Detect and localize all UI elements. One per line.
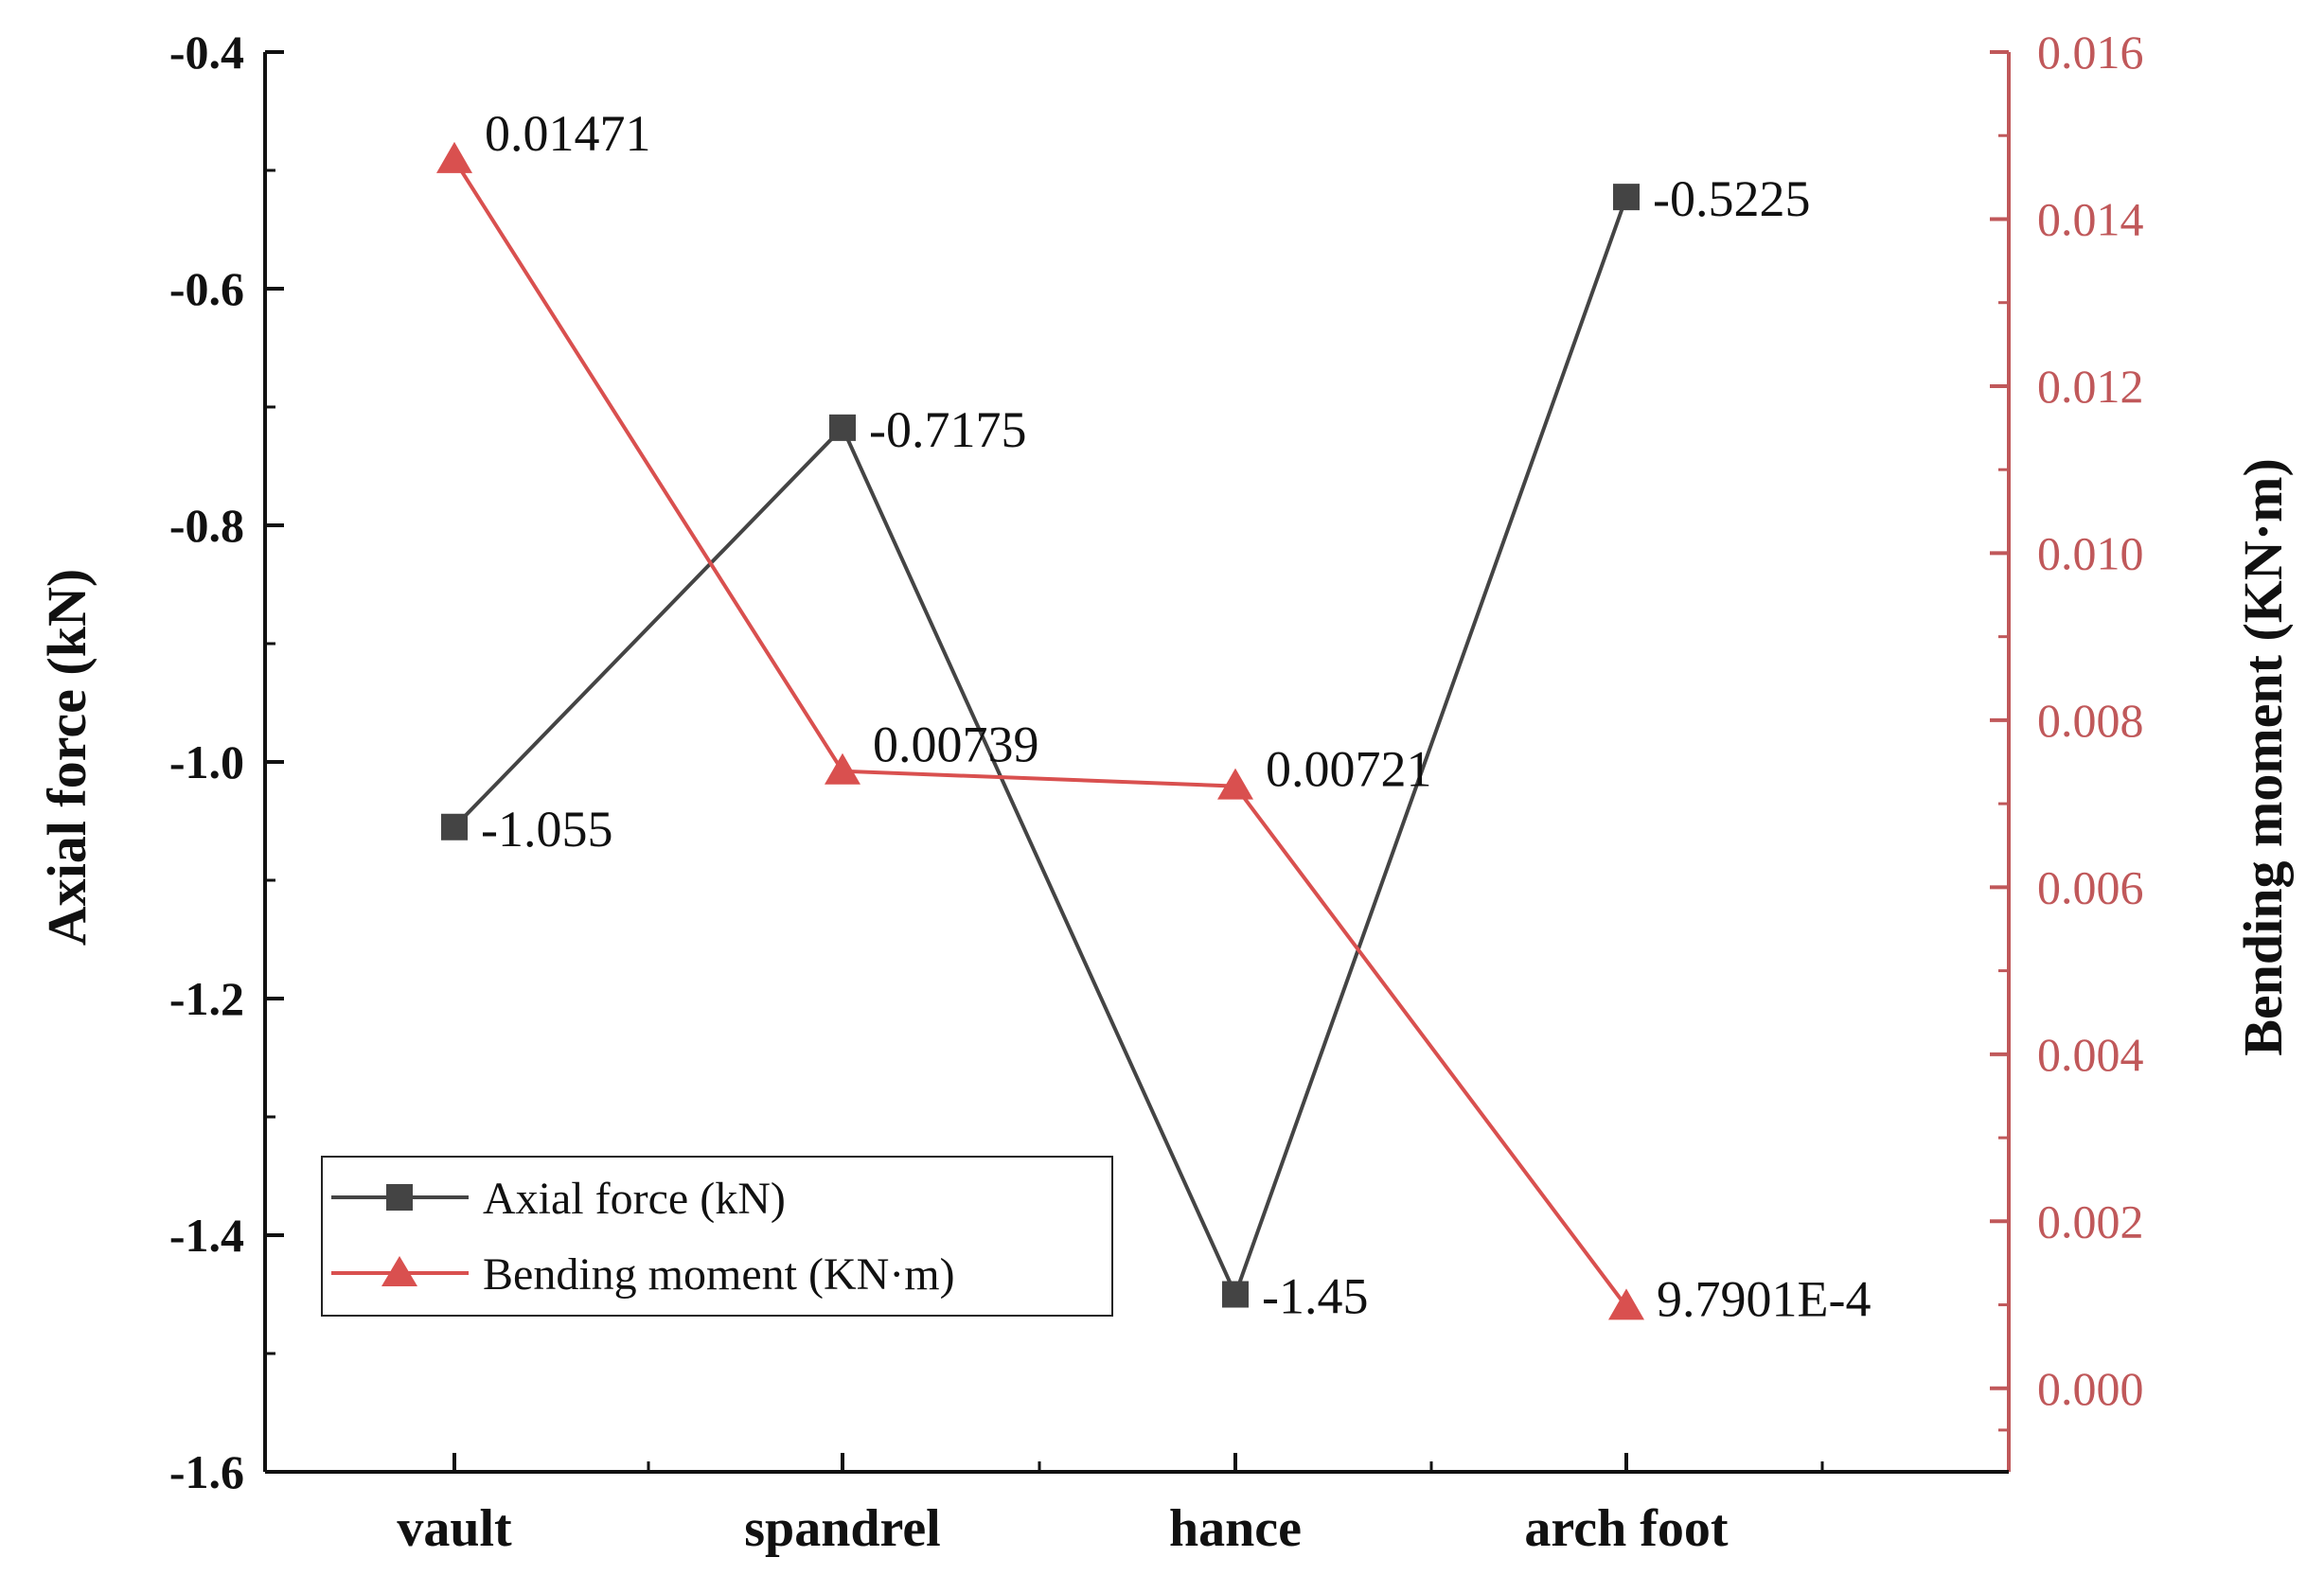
left-axis-title: Axial force (kN) [36, 569, 98, 946]
legend-bending-label: Bending moment (KN·m) [483, 1249, 955, 1300]
legend-box [321, 1156, 1113, 1317]
left-tick-label: -1.4 [169, 1209, 244, 1262]
right-tick-label: 0.000 [2037, 1362, 2144, 1415]
right-tick-label: 0.004 [2037, 1028, 2144, 1081]
data-point-triangle [825, 752, 860, 785]
data-point-triangle [1608, 1288, 1644, 1320]
data-label: 0.00739 [873, 717, 1039, 773]
legend: Axial force (kN) Bending moment (KN·m) [321, 1156, 1113, 1317]
x-axis: vault spandrel hance arch foot [265, 1453, 2009, 1558]
left-tick-label: -0.6 [169, 262, 244, 315]
left-tick-label: -1.6 [169, 1445, 244, 1498]
left-y-axis: -0.4 -0.6 -0.8 -1.0 -1.2 -1.4 -1.6 [169, 26, 284, 1498]
series-line [452, 196, 1628, 1300]
left-tick-label: -0.4 [169, 26, 244, 79]
right-tick-label: 0.014 [2037, 192, 2144, 245]
data-point-square [441, 813, 468, 841]
x-tick-label: hance [1169, 1499, 1302, 1558]
data-point-square [829, 414, 856, 441]
legend-axial-marker [386, 1184, 413, 1211]
right-tick-label: 0.008 [2037, 694, 2144, 747]
x-tick-label: vault [397, 1499, 512, 1558]
right-tick-label: 0.002 [2037, 1195, 2144, 1248]
data-label: -1.45 [1262, 1268, 1368, 1325]
data-label: 0.00721 [1266, 741, 1432, 798]
right-tick-label: 0.010 [2037, 526, 2144, 579]
right-tick-label: 0.016 [2037, 26, 2144, 79]
right-axis-title: Bending moment (KN·m) [2232, 458, 2294, 1056]
data-label: 0.01471 [485, 105, 651, 162]
right-tick-label: 0.012 [2037, 360, 2144, 413]
data-label: -0.5225 [1653, 170, 1810, 227]
left-tick-label: -1.2 [169, 972, 244, 1025]
data-label: 9.7901E-4 [1657, 1270, 1871, 1327]
series-layer: -1.055 -0.7175 -1.45 -0.5225 0.01471 0.00739 0… [436, 105, 1871, 1327]
data-point-square [1222, 1281, 1249, 1308]
series-line [452, 158, 1628, 1308]
left-tick-label: -1.0 [169, 735, 244, 788]
right-y-axis: 0.016 0.014 0.012 0.010 0.008 0.006 0.004 0.002… [1990, 26, 2144, 1472]
right-tick-label: 0.006 [2037, 860, 2144, 913]
legend-bending-marker [381, 1256, 417, 1286]
left-tick-label: -0.8 [169, 499, 244, 552]
x-tick-label: arch foot [1524, 1499, 1728, 1558]
data-label: -1.055 [481, 801, 612, 858]
data-point-triangle [436, 141, 472, 173]
data-label: -0.7175 [869, 401, 1026, 458]
data-point-square [1613, 184, 1640, 211]
legend-axial-label: Axial force (kN) [483, 1174, 786, 1224]
x-tick-label: spandrel [744, 1499, 940, 1558]
data-point-triangle [1217, 768, 1253, 800]
